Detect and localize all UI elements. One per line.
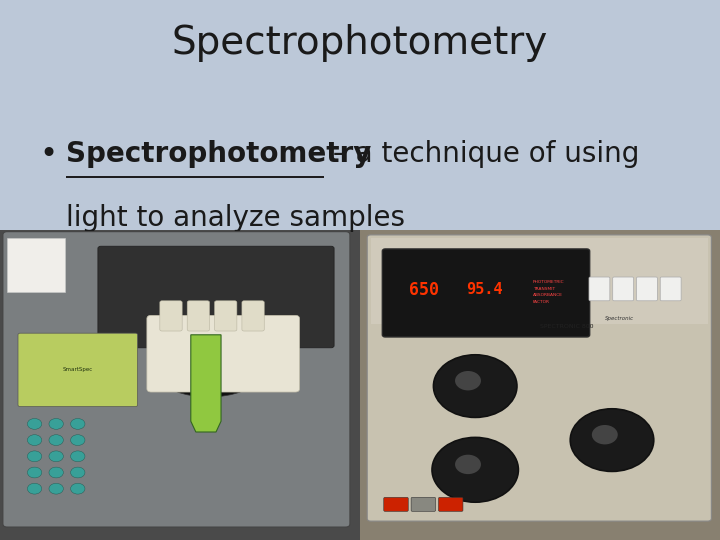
FancyBboxPatch shape [242, 301, 264, 331]
FancyBboxPatch shape [360, 230, 720, 540]
Circle shape [27, 483, 42, 494]
Text: SPECTRONIC 800: SPECTRONIC 800 [540, 324, 593, 329]
FancyBboxPatch shape [371, 238, 708, 324]
FancyBboxPatch shape [215, 301, 237, 331]
Text: ABSORBANCE: ABSORBANCE [533, 293, 563, 298]
FancyBboxPatch shape [187, 301, 210, 331]
FancyBboxPatch shape [589, 277, 610, 301]
Text: Spectronic: Spectronic [605, 316, 634, 321]
Circle shape [71, 451, 85, 462]
Ellipse shape [162, 359, 256, 397]
Circle shape [49, 435, 63, 446]
FancyBboxPatch shape [98, 246, 334, 348]
Circle shape [49, 451, 63, 462]
Polygon shape [191, 335, 221, 432]
FancyBboxPatch shape [160, 301, 182, 331]
Text: PHOTOMETRIC: PHOTOMETRIC [533, 280, 564, 285]
FancyBboxPatch shape [0, 230, 360, 540]
FancyBboxPatch shape [3, 232, 350, 527]
Circle shape [49, 467, 63, 478]
Circle shape [71, 435, 85, 446]
FancyBboxPatch shape [613, 277, 634, 301]
Circle shape [49, 483, 63, 494]
FancyBboxPatch shape [411, 497, 436, 511]
FancyBboxPatch shape [7, 238, 65, 292]
Text: 95.4: 95.4 [467, 282, 503, 298]
Text: light to analyze samples: light to analyze samples [66, 204, 405, 232]
FancyBboxPatch shape [367, 235, 711, 521]
Text: SmartSpec: SmartSpec [63, 367, 93, 373]
Circle shape [570, 409, 654, 471]
FancyBboxPatch shape [147, 315, 300, 392]
Text: 650: 650 [409, 281, 439, 299]
Circle shape [71, 418, 85, 429]
Circle shape [49, 418, 63, 429]
Text: Spectrophotometry: Spectrophotometry [66, 140, 372, 168]
FancyBboxPatch shape [18, 333, 138, 407]
Circle shape [592, 425, 618, 444]
Circle shape [433, 355, 517, 417]
Circle shape [27, 435, 42, 446]
Circle shape [27, 451, 42, 462]
Circle shape [455, 371, 481, 390]
FancyBboxPatch shape [660, 277, 681, 301]
Text: TRANSMIT: TRANSMIT [533, 287, 555, 291]
Text: •: • [40, 140, 58, 170]
FancyBboxPatch shape [384, 497, 408, 511]
Circle shape [27, 467, 42, 478]
Circle shape [455, 455, 481, 474]
Text: – a technique of using: – a technique of using [324, 140, 639, 168]
Circle shape [27, 418, 42, 429]
Circle shape [71, 483, 85, 494]
FancyBboxPatch shape [636, 277, 657, 301]
Circle shape [71, 467, 85, 478]
FancyBboxPatch shape [382, 249, 590, 337]
FancyBboxPatch shape [438, 497, 463, 511]
Text: Spectrophotometry: Spectrophotometry [172, 24, 548, 62]
Circle shape [432, 437, 518, 502]
Text: FACTOR: FACTOR [533, 300, 550, 304]
